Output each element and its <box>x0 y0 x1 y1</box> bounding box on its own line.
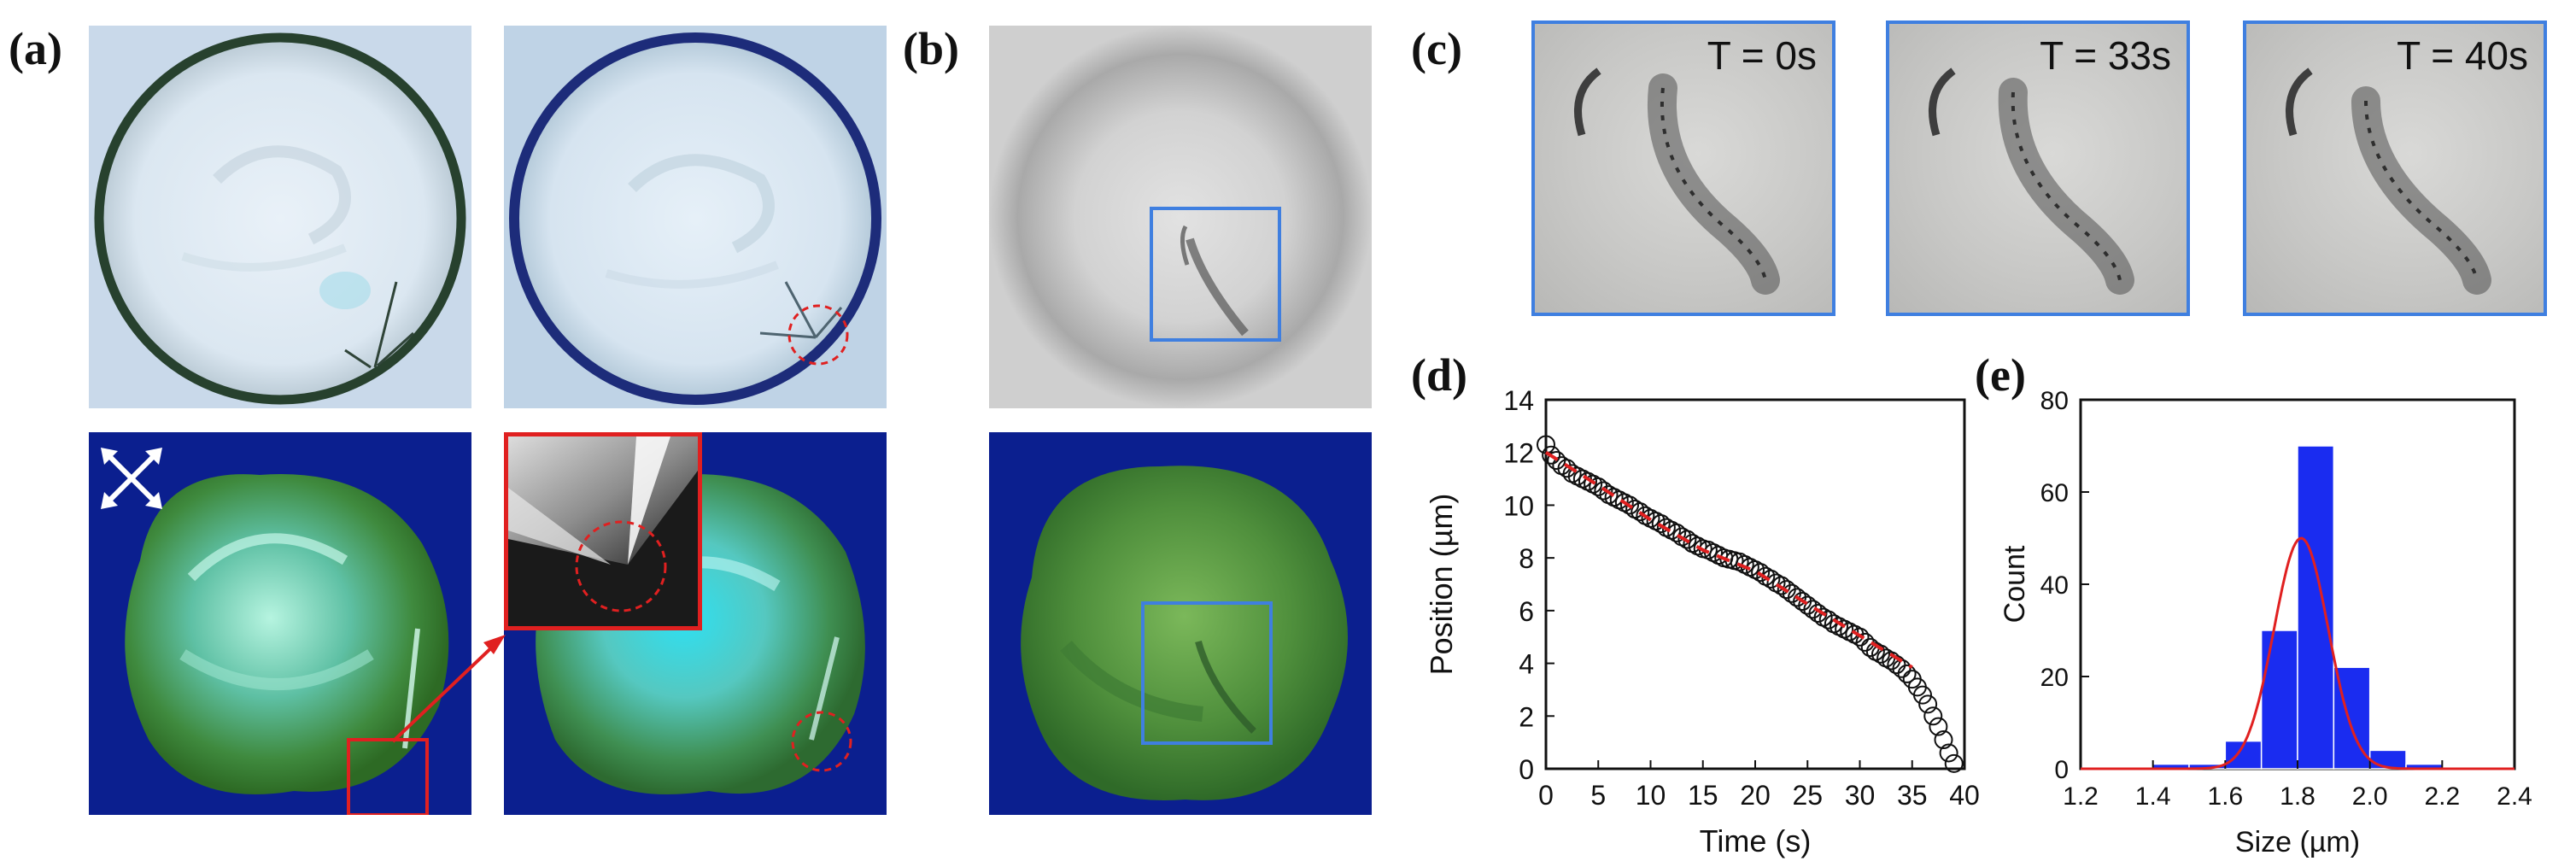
crossed-polarizers-icon <box>101 448 162 509</box>
x-tick-label: 1.2 <box>2063 782 2099 811</box>
data-point <box>1751 563 1771 583</box>
data-point <box>1761 569 1781 589</box>
x-tick-label: 10 <box>1636 780 1666 811</box>
histogram-bar <box>2260 630 2298 770</box>
x-tick-label: 25 <box>1792 780 1823 811</box>
x-tick-label: 20 <box>1740 780 1771 811</box>
micrograph-a-polarized-1 <box>89 432 471 815</box>
panel-label-a: (a) <box>9 23 62 74</box>
y-tick-label: 14 <box>1503 385 1534 416</box>
data-point <box>1871 644 1890 664</box>
data-point <box>1818 610 1838 630</box>
micrograph-a-brightfield-2 <box>504 26 887 408</box>
time-frame-33: T = 33s <box>1886 21 2190 316</box>
data-point <box>1897 664 1917 683</box>
y-axis-label: Count <box>1999 545 2031 623</box>
y-tick-label: 20 <box>2040 664 2069 692</box>
data-point <box>1667 523 1687 542</box>
histogram-bar <box>2297 445 2335 770</box>
panel-label-e: (e) <box>1975 349 2026 401</box>
data-point <box>1944 753 1964 773</box>
y-tick-label: 8 <box>1519 543 1534 574</box>
x-tick-label: 1.8 <box>2280 782 2315 811</box>
data-point <box>1620 495 1639 515</box>
panel-label-d: (d) <box>1411 349 1467 401</box>
size-histogram-chart: 0 20 40 60 80 1.2 1.4 1.6 1.8 2.0 2.2 2.4 Size (µm… <box>1999 387 2532 858</box>
micrograph-b-polarized <box>989 432 1372 815</box>
x-tick-label: 5 <box>1590 780 1606 811</box>
data-point <box>1594 481 1613 501</box>
x-tick-label: 2.0 <box>2352 782 2388 811</box>
region-box-b-top <box>1150 207 1281 342</box>
time-frame-40: T = 40s <box>2243 21 2547 316</box>
x-tick-label: 40 <box>1949 780 1980 811</box>
y-tick-label: 80 <box>2040 387 2069 415</box>
panel-label-c: (c) <box>1411 23 1462 74</box>
data-point <box>1939 743 1958 763</box>
x-tick-label: 1.6 <box>2207 782 2243 811</box>
defect-marker-circle <box>787 304 849 366</box>
data-point <box>1542 445 1561 465</box>
histogram-bar <box>2368 749 2407 770</box>
y-tick-label: 60 <box>2040 479 2069 507</box>
time-frame-0: T = 0s <box>1531 21 1835 316</box>
y-axis-label: Position (µm) <box>1424 494 1459 676</box>
zoom-inset <box>504 432 702 630</box>
position-time-chart: 0 2 4 6 8 10 12 14 0 5 10 15 20 25 30 35 40 Time (s) Po… <box>1424 385 1980 858</box>
x-tick-label: 0 <box>1538 780 1554 811</box>
time-label-0: T = 0s <box>1707 33 1817 78</box>
y-tick-label: 6 <box>1519 596 1534 627</box>
plot-frame <box>1544 398 1966 770</box>
zoom-region-box <box>347 738 429 815</box>
y-tick-label: 10 <box>1503 490 1534 521</box>
x-tick-label: 2.4 <box>2497 782 2532 811</box>
data-point <box>1934 730 1953 750</box>
panel-label-b: (b) <box>903 23 959 74</box>
y-tick-label: 12 <box>1503 438 1534 469</box>
y-tick-label: 0 <box>2054 756 2069 784</box>
data-point <box>1651 514 1671 534</box>
x-tick-label: 2.2 <box>2424 782 2460 811</box>
data-point <box>1850 627 1870 647</box>
y-tick-label: 0 <box>1519 754 1534 785</box>
x-axis-label: Time (s) <box>1700 823 1812 858</box>
x-axis-label: Size (µm) <box>2235 826 2360 858</box>
fit-line <box>1544 451 1913 669</box>
y-tick-label: 4 <box>1519 649 1534 680</box>
data-point <box>1630 502 1650 522</box>
data-point <box>1913 685 1932 705</box>
time-label-33: T = 33s <box>2040 33 2171 78</box>
y-tick-label: 2 <box>1519 701 1534 732</box>
x-tick-label: 1.4 <box>2135 782 2171 811</box>
data-point <box>1808 603 1828 623</box>
data-point <box>1929 717 1948 736</box>
region-box-b-bottom <box>1141 601 1273 745</box>
x-tick-label: 15 <box>1688 780 1718 811</box>
data-point <box>1923 706 1943 726</box>
x-tick-label: 30 <box>1845 780 1876 811</box>
time-label-40: T = 40s <box>2397 33 2528 78</box>
micrograph-b-brightfield <box>989 26 1372 408</box>
data-point <box>1677 530 1697 549</box>
data-point <box>1918 694 1938 714</box>
micrograph-a-brightfield-1 <box>89 26 471 408</box>
defect-marker-circle-pol <box>791 711 852 772</box>
y-tick-label: 40 <box>2040 571 2069 600</box>
gaussian-fit-curve <box>2081 536 2515 770</box>
x-tick-label: 35 <box>1897 780 1928 811</box>
